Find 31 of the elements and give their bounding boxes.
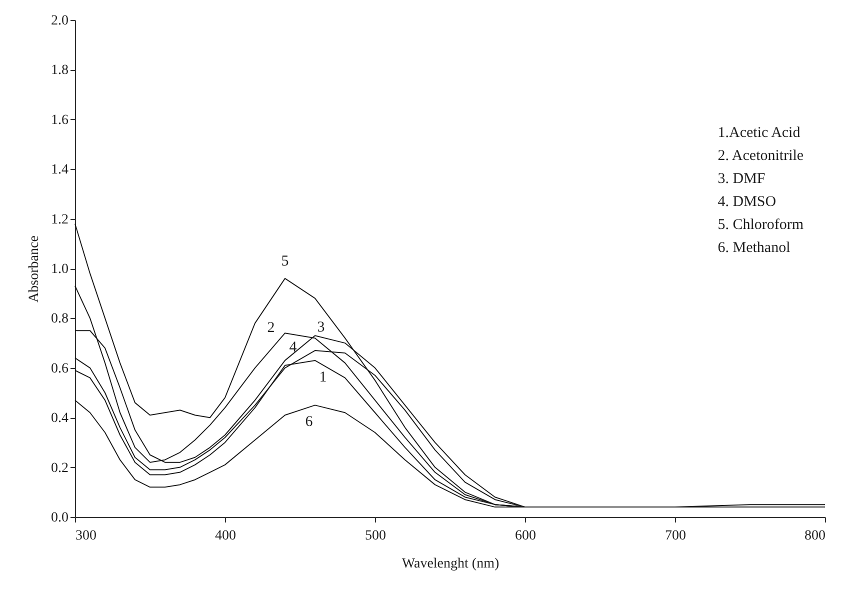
x-tick-label: 300 [76,528,96,544]
y-tick-label: 0.6 [51,361,68,376]
y-tick-label: 0.4 [51,411,68,426]
series-label: 3 [317,320,325,336]
y-axis-title: Absorbance [27,236,42,302]
series-label: 6 [305,414,314,430]
annotation: 3. DMF [718,170,766,187]
series-label: 4 [289,340,298,356]
y-tick-label: 0.2 [51,460,68,476]
x-tick-label: 400 [215,528,236,544]
y-tick-label: 0.0 [51,510,68,526]
x-axis-title: Wavelenght (nm) [402,556,500,572]
y-tick-label: 1.2 [51,212,68,228]
series-label: 5 [281,253,289,270]
x-tick-label: 800 [804,528,826,544]
annotation: 5. Chloroform [718,216,804,233]
y-tick-label: 2.0 [51,14,68,28]
x-tick-label: 600 [515,528,536,544]
annotation: 4. DMSO [718,194,776,210]
annotation: 2. Acetonitrile [718,148,804,164]
series-label: 1 [319,369,327,386]
y-tick-label: 0.8 [51,312,68,327]
x-tick-label: 500 [365,528,386,544]
y-tick-label: 1.0 [51,262,68,277]
annotation: 1.Acetic Acid [718,124,801,141]
annotation: 6. Methanol [718,240,790,256]
y-tick-label: 1.4 [51,162,68,178]
series-label: 2 [267,320,275,336]
y-tick-label: 1.6 [51,112,68,128]
y-tick-label: 1.8 [51,63,68,78]
x-tick-label: 700 [665,528,686,544]
